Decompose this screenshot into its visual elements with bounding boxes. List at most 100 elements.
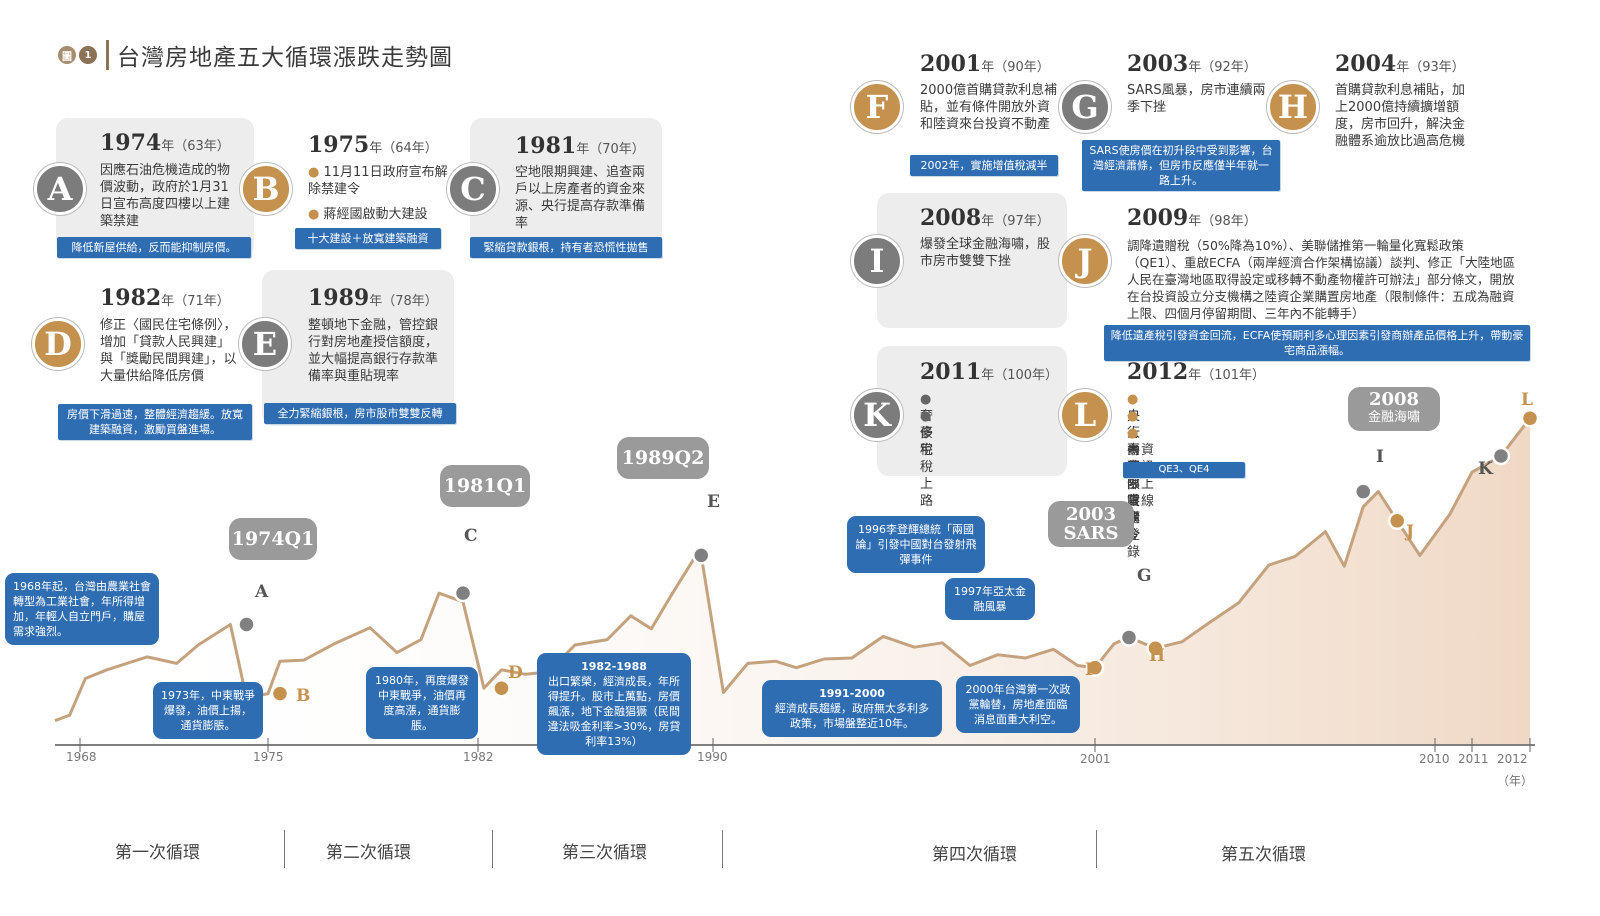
event-b-bullet-2: ● 蔣經國啟動大建設	[308, 206, 448, 223]
cycle-label-2: 第二次循環	[326, 843, 411, 863]
letter-badge-d: D	[32, 318, 84, 370]
peak-bubble-line1: 2003	[1065, 504, 1117, 525]
series-line	[54, 417, 1532, 723]
cycle-label-1: 第一次循環	[115, 843, 200, 863]
letter-badge-h: H	[1267, 81, 1319, 133]
chart-layer	[54, 408, 1540, 752]
year-number: 2004	[1335, 51, 1397, 77]
annotation-1980: 1980年，再度爆發中東戰爭，油價再度高漲，通貨膨脹。	[366, 667, 478, 739]
bullet-dot: ●	[1127, 409, 1139, 424]
x-axis-unit: （年）	[1497, 774, 1534, 788]
point-label-k: K	[1478, 459, 1493, 479]
letter-badge-k: K	[851, 389, 903, 441]
peak-bubble-2003-sars: 2003 SARS	[1048, 501, 1134, 547]
annotation-1997: 1997年亞太金融風暴	[945, 578, 1035, 620]
event-d-text: 修正〈國民住宅條例〉，增加「貸款人民興建」與「獎勵民間興建」，以大量供給降低房價	[100, 318, 237, 384]
letter-badge-e: E	[239, 318, 291, 370]
panel-a	[56, 118, 254, 258]
event-l-year: 2012年（101年）	[1127, 359, 1265, 385]
event-point-e	[692, 546, 711, 565]
point-label-d: D	[508, 663, 523, 683]
event-b-note: 十大建設＋放寬建築融資	[295, 228, 441, 249]
peak-bubble-text: 1989Q2	[621, 447, 705, 469]
year-suffix: 年（98年）	[1188, 214, 1257, 229]
event-point-c	[453, 583, 473, 603]
peak-bubble-2008: 2008 金融海嘯	[1348, 387, 1440, 431]
year-number: 1989	[308, 285, 370, 311]
series-area	[55, 418, 1530, 744]
annotation-2000: 2000年台灣第一次政黨輪替，房地產面臨消息面重大利空。	[956, 676, 1080, 733]
event-point-l	[1520, 408, 1540, 428]
event-c-text: 空地限期興建、追查兩戶以上房產者的資金來源、央行提高存款準備率	[515, 165, 646, 231]
letter-badge-l: L	[1059, 389, 1111, 441]
event-point-f	[1085, 658, 1105, 677]
year-suffix: 年（92年）	[1188, 60, 1257, 75]
x-tick-1968: 1968	[66, 750, 97, 764]
year-suffix: 年（97年）	[981, 214, 1050, 229]
point-label-a: A	[255, 582, 269, 602]
year-suffix: 年（100年）	[981, 368, 1059, 383]
annotation-title: 1982-1988	[581, 660, 647, 673]
cycle-divider-4	[1096, 830, 1097, 868]
peak-bubble-line2: SARS	[1063, 523, 1119, 544]
year-number: 2012	[1127, 359, 1189, 385]
event-point-i	[1353, 482, 1373, 501]
title-block: 圖 1 台灣房地產五大循環漲跌走勢圖	[58, 38, 453, 72]
bullet-text: 奢侈稅	[920, 409, 934, 458]
x-tick-1975: 1975	[253, 750, 284, 764]
annotation-text: 出口繁榮，經濟成長，年所得提升。股市上萬點，房價飆漲，地下金融猖獗（民間違法吸金…	[547, 675, 681, 748]
event-point-g	[1119, 628, 1139, 647]
annotation-1968: 1968年起，台灣由農業社會轉型為工業社會，年所得增加，年輕人自立門戶，購屋需求…	[5, 573, 159, 645]
event-l-note: QE3、QE4	[1123, 462, 1245, 478]
event-h-text: 首購貸款利息補貼，加上2000億持續擴增額度，房市回升，解決金融體系逾放比過高危…	[1335, 83, 1466, 149]
peak-bubble-line1: 2008	[1368, 389, 1420, 410]
event-f-text: 2000億首購貸款利息補貼，並有條件開放外資和陸資來台投資不動產	[920, 83, 1058, 132]
event-k-bullet-1: ● 奢侈稅	[920, 391, 933, 459]
point-label-l: L	[1521, 390, 1533, 410]
event-a-text: 因應石油危機造成的物價波動，政府於1月31日宣布高度四樓以上建築禁建	[100, 163, 231, 229]
letter-badge-b: B	[240, 163, 292, 215]
event-d-year: 1982年（71年）	[100, 285, 230, 311]
event-e-year: 1989年（78年）	[308, 285, 438, 311]
year-suffix: 年（93年）	[1396, 60, 1465, 75]
year-suffix: 年（101年）	[1188, 368, 1266, 383]
event-c-year: 1981年（70年）	[515, 133, 645, 159]
year-number: 2001	[920, 51, 982, 77]
point-label-f: F	[1085, 660, 1098, 680]
x-tick-1982: 1982	[463, 750, 494, 764]
event-point-a	[237, 615, 256, 634]
letter-badge-g: G	[1059, 81, 1111, 133]
bullet-dot: ●	[1127, 392, 1139, 407]
point-label-h: H	[1149, 646, 1166, 666]
letter-badge-c: C	[447, 163, 499, 215]
x-tick-2012: 2012	[1497, 752, 1528, 766]
annotation-1982-1988: 1982-1988 出口繁榮，經濟成長，年所得提升。股市上萬點，房價飆漲，地下金融…	[537, 653, 691, 755]
bullet-dot: ●	[1127, 426, 1139, 441]
annotation-text: 經濟成長趨緩，政府無太多利多政策，市場盤整近10年。	[775, 702, 929, 730]
event-e-note: 全力緊縮銀根，房市股市雙雙反轉	[264, 403, 456, 424]
peak-bubble-text: 1974Q1	[231, 528, 315, 550]
x-tick-2010: 2010	[1419, 752, 1450, 766]
figure-badge-label: 圖	[58, 46, 76, 64]
point-label-e: E	[707, 492, 720, 512]
x-tick-2001: 2001	[1080, 752, 1111, 766]
year-number: 1975	[308, 132, 370, 158]
cycle-divider-3	[722, 830, 723, 868]
year-suffix: 年（90年）	[981, 60, 1050, 75]
cycle-divider-2	[492, 830, 493, 868]
event-g-text: SARS風暴，房市連續兩季下挫	[1127, 83, 1266, 115]
point-label-b: B	[296, 686, 311, 706]
bullet-dot: ●	[308, 207, 320, 222]
bullet-text: 蔣經國啟動大建設	[323, 207, 428, 222]
annotation-1991-2000: 1991-2000 經濟成長趨緩，政府無太多利多政策，市場盤整近10年。	[762, 680, 942, 737]
year-number: 2008	[920, 205, 982, 231]
x-tick-1990: 1990	[697, 750, 728, 764]
event-j-year: 2009年（98年）	[1127, 205, 1257, 231]
panel-c	[470, 118, 662, 258]
bullet-text: 豪宅稅上路	[920, 426, 934, 509]
panel-k	[877, 346, 1067, 476]
event-point-h	[1146, 638, 1165, 658]
year-number: 1974	[100, 130, 162, 156]
